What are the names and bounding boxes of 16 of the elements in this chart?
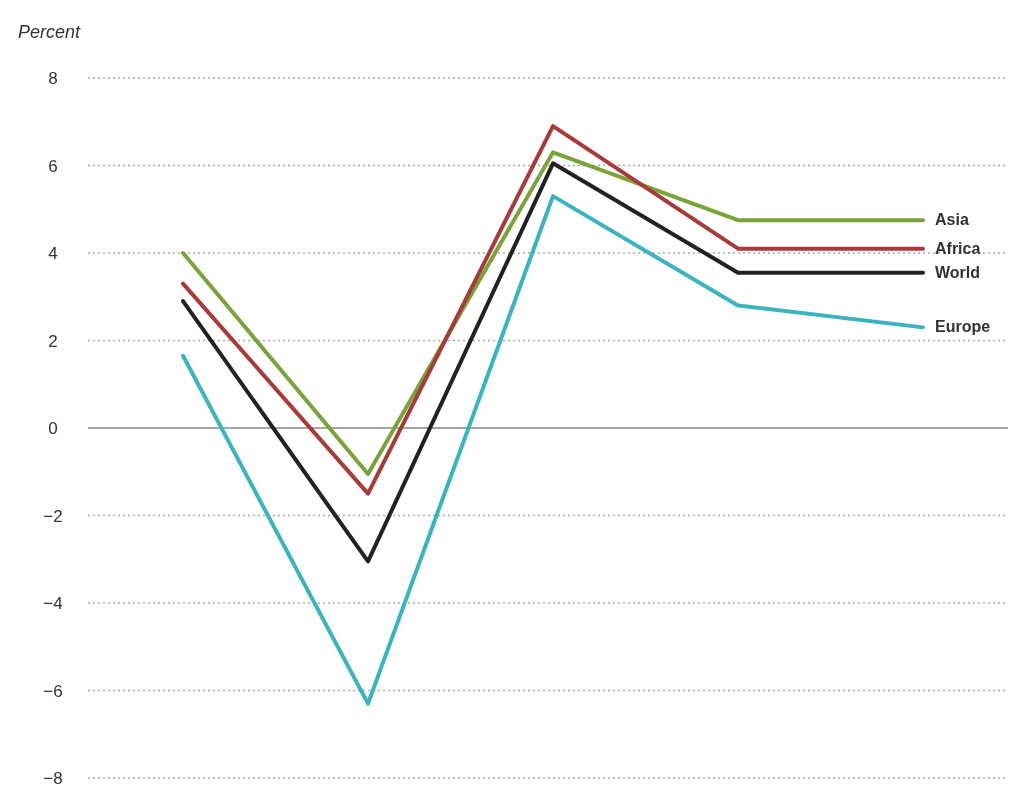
- y-tick-label: −6: [43, 681, 63, 701]
- series-label: Africa: [935, 239, 981, 257]
- line-series: [181, 161, 925, 564]
- series-label: Europe: [935, 318, 991, 336]
- series-label: Asia: [935, 211, 969, 229]
- y-tick-label: −2: [43, 506, 63, 526]
- y-axis-title: Percent: [18, 22, 82, 42]
- line-series: [181, 194, 925, 706]
- y-tick-label: −4: [43, 594, 63, 613]
- y-tick-label: 8: [48, 69, 58, 88]
- series-label: World: [935, 263, 981, 281]
- y-tick-label: 6: [48, 156, 58, 176]
- y-tick-label: 0: [48, 419, 58, 438]
- y-tick-label: 4: [48, 244, 58, 263]
- y-tick-label: 2: [48, 331, 58, 351]
- y-tick-label: −8: [43, 769, 63, 788]
